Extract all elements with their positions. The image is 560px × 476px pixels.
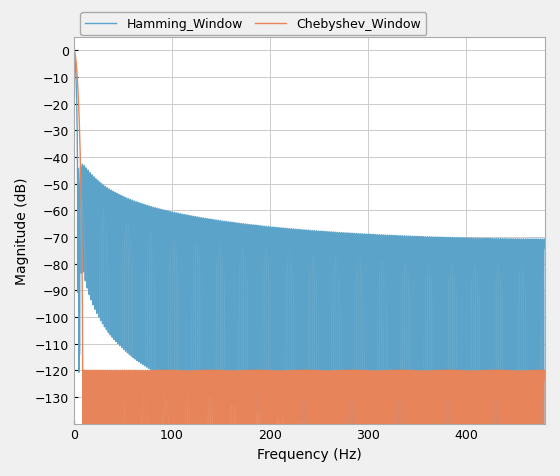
Hamming_Window — [542, 245, 548, 251]
Hamming_Window — [71, 49, 77, 54]
Hamming_Window — [139, 211, 146, 217]
Chebyshev_Window — [97, 368, 104, 374]
Chebyshev_Window — [542, 377, 548, 383]
Chebyshev_Window — [258, 392, 265, 398]
Hamming_Window — [345, 235, 352, 240]
Chebyshev_Window — [71, 49, 77, 54]
X-axis label: Frequency (Hz): Frequency (Hz) — [257, 447, 362, 461]
Y-axis label: Magnitude (dB): Magnitude (dB) — [15, 177, 29, 285]
Hamming_Window — [198, 223, 204, 229]
Title: Magnitude Response (dB): Magnitude Response (dB) — [211, 18, 408, 33]
Chebyshev_Window — [346, 367, 352, 373]
Chebyshev_Window — [139, 397, 146, 403]
Line: Chebyshev_Window: Chebyshev_Window — [74, 51, 545, 476]
Line: Hamming_Window: Hamming_Window — [74, 51, 545, 476]
Chebyshev_Window — [198, 368, 204, 374]
Hamming_Window — [258, 248, 265, 254]
Hamming_Window — [97, 203, 104, 208]
Hamming_Window — [435, 260, 441, 266]
Legend: Hamming_Window, Chebyshev_Window: Hamming_Window, Chebyshev_Window — [80, 13, 426, 36]
